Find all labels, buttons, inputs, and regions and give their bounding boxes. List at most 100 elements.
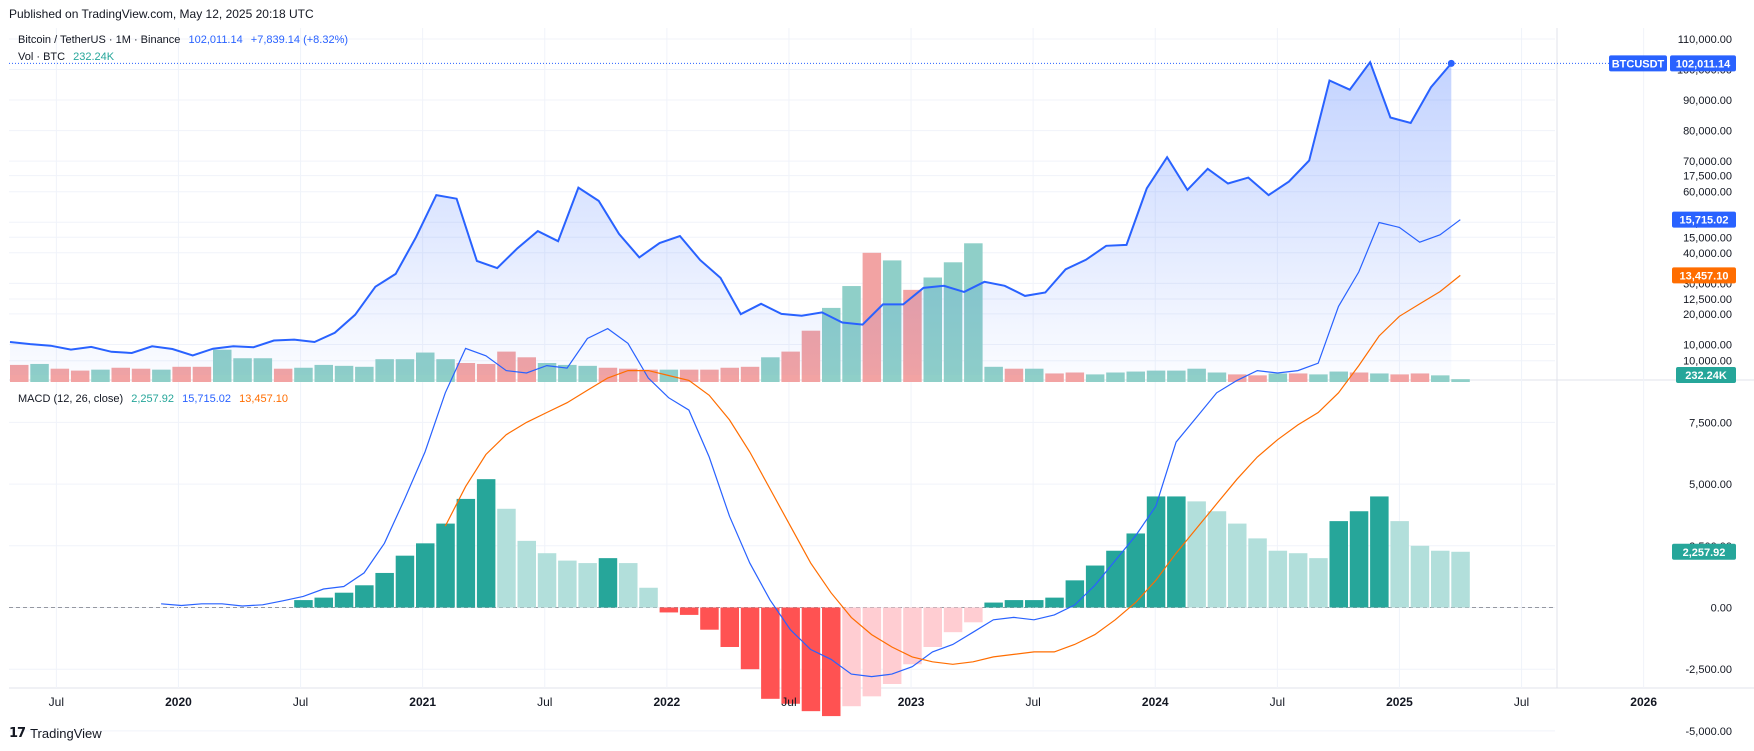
brand-name: TradingView xyxy=(30,725,102,741)
volume-bar xyxy=(70,370,90,382)
price-badge-text: 102,011.14 xyxy=(1676,58,1731,70)
macd-tick-label: 17,500.00 xyxy=(1683,171,1732,183)
signal-badge: 13,457.10 xyxy=(1672,267,1736,284)
macd-histogram-bar xyxy=(822,607,841,717)
macd-badge: 15,715.02 xyxy=(1672,211,1736,228)
macd-histogram-bar xyxy=(1248,538,1267,608)
macd-histogram-bar xyxy=(781,607,800,704)
symbol-label: Bitcoin / TetherUS · 1M · Binance xyxy=(18,34,181,46)
price-badge: 102,011.14 xyxy=(1670,55,1736,72)
time-tick-label: Jul xyxy=(1514,695,1529,709)
volume-bar xyxy=(1065,372,1085,382)
ticker-badge-text: BTCUSDT xyxy=(1612,58,1665,70)
macd-histogram-bar xyxy=(314,597,333,608)
macd-histogram-bar xyxy=(964,607,983,623)
macd-histogram-bar xyxy=(1146,496,1166,608)
macd-histogram-bar xyxy=(761,607,780,699)
price-tick-label: 110,000.00 xyxy=(1678,34,1732,46)
time-tick-label: 2020 xyxy=(165,695,192,709)
macd-histogram-bar xyxy=(1349,511,1369,608)
volume-label: Vol · BTC xyxy=(18,51,66,63)
volume-bar xyxy=(1207,372,1227,382)
macd-badge-bg xyxy=(1672,211,1736,228)
macd-histogram-bar xyxy=(1207,511,1227,608)
last-price-dot xyxy=(1447,59,1455,67)
macd-pane xyxy=(161,219,1470,717)
macd-histogram-bar xyxy=(882,607,902,685)
macd-tick-label: 5,000.00 xyxy=(1689,479,1732,491)
time-tick-label: 2023 xyxy=(898,695,925,709)
macd-histogram-bar xyxy=(537,553,557,608)
price-tick-label: 90,000.00 xyxy=(1683,95,1732,107)
volume-bar xyxy=(1370,373,1389,382)
macd-histogram-bar xyxy=(1045,597,1064,608)
macd-histogram-bar xyxy=(578,563,597,608)
macd-histogram-bar xyxy=(476,479,496,608)
macd-hist-value: 2,257.92 xyxy=(131,393,175,405)
price-area xyxy=(9,59,1610,375)
macd-histogram-bar xyxy=(436,523,455,608)
price-change: +7,839.14 (+8.32%) xyxy=(250,34,349,46)
volume-badge-bg xyxy=(1676,367,1736,383)
macd-histogram-bar xyxy=(903,607,922,665)
tradingview-footer[interactable]: 𝟭𝟳 TradingView xyxy=(9,725,102,741)
volume-bar xyxy=(1228,374,1247,382)
volume-bar xyxy=(1146,370,1166,382)
macd-histogram-bar xyxy=(720,607,739,647)
price-tick-label: 70,000.00 xyxy=(1683,156,1732,168)
price-tick-label: 80,000.00 xyxy=(1683,126,1732,138)
time-tick-label: 2025 xyxy=(1386,695,1413,709)
macd-tick-label: -5,000.00 xyxy=(1686,726,1732,738)
macd-line-value: 15,715.02 xyxy=(182,393,232,405)
price-line xyxy=(9,60,1453,357)
macd-histogram-bar xyxy=(395,555,415,608)
time-tick-label: Jul xyxy=(537,695,552,709)
macd-histogram-bar xyxy=(923,607,942,647)
volume-bar xyxy=(1126,371,1145,382)
price-tick-label: 10,000.00 xyxy=(1683,339,1732,351)
axes: 10,000.0020,000.0030,000.0040,000.0050,0… xyxy=(49,34,1736,738)
macd-badge-text: 15,715.02 xyxy=(1680,215,1729,227)
time-tick-label: Jul xyxy=(781,695,796,709)
macd-histogram-bar xyxy=(1085,565,1105,608)
macd-histogram-bar xyxy=(334,592,354,608)
macd-line xyxy=(161,219,1461,678)
time-tick-label: 2026 xyxy=(1630,695,1657,709)
price-tick-label: 40,000.00 xyxy=(1683,248,1732,260)
price-tick-label: 60,000.00 xyxy=(1683,187,1732,199)
macd-histogram-bar xyxy=(1228,523,1247,608)
price-legend: Bitcoin / TetherUS · 1M · Binance 102,01… xyxy=(18,34,353,46)
macd-tick-label: 0.00 xyxy=(1711,603,1732,615)
macd-histogram-bar xyxy=(294,600,313,608)
macd-histogram-bar xyxy=(598,558,618,608)
macd-legend: MACD (12, 26, close) 2,257.92 15,715.02 … xyxy=(18,393,293,405)
volume-bar xyxy=(1349,372,1369,382)
volume-bar xyxy=(1045,373,1064,382)
time-tick-label: 2021 xyxy=(409,695,436,709)
macd-histogram-bar xyxy=(416,543,435,608)
macd-histogram-bar xyxy=(1126,533,1145,608)
volume-bar xyxy=(1451,379,1470,382)
macd-histogram-bar xyxy=(1431,550,1450,608)
macd-histogram-bar xyxy=(355,585,374,608)
signal-line xyxy=(444,274,1461,665)
macd-histogram-bar xyxy=(1268,550,1288,608)
macd-histogram-bar xyxy=(1329,521,1348,608)
volume-bar xyxy=(1085,374,1105,382)
time-tick-label: 2022 xyxy=(653,695,680,709)
macd-histogram-bar xyxy=(456,498,476,608)
macd-tick-label: 10,000.00 xyxy=(1683,356,1732,368)
macd-histogram-bar xyxy=(558,560,577,608)
macd-tick-label: 12,500.00 xyxy=(1683,294,1732,306)
signal-badge-text: 13,457.10 xyxy=(1680,270,1729,282)
macd-histogram-bar xyxy=(497,508,516,608)
volume-badge-text: 232.24K xyxy=(1685,370,1727,382)
volume-bar xyxy=(1410,373,1430,382)
time-tick-label: 2024 xyxy=(1142,695,1169,709)
volume-legend: Vol · BTC 232.24K xyxy=(18,51,119,63)
macd-histogram-bar xyxy=(1187,501,1206,608)
time-tick-label: Jul xyxy=(49,695,64,709)
price-area-fill xyxy=(10,62,1452,375)
macd-histogram-bar xyxy=(740,607,760,670)
